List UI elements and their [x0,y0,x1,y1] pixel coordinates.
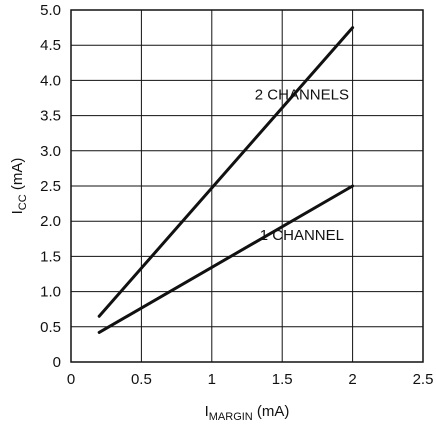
x-tick-label: 1 [208,371,216,388]
y-axis-label-subscript: CC [17,194,29,210]
x-tick-label: 2 [348,371,356,388]
x-axis-label-unit: (mA) [253,403,290,420]
plot-frame [70,9,424,363]
y-tick-label: 2.0 [40,213,61,230]
x-tick-label: 0.5 [131,371,152,388]
x-tick-labels: 0 0.5 1 1.5 2 2.5 [67,371,434,388]
y-tick-label: 4.5 [40,37,61,54]
series-line-1-channel [97,184,355,334]
y-tick-label: 0 [53,354,61,371]
y-tick-label: 4.0 [40,72,61,89]
y-tick-label: 1.0 [40,284,61,301]
x-axis-label-main: I [205,403,209,420]
series-annotation: 2 CHANNELS [255,86,349,103]
y-tick-label: 2.5 [40,178,61,195]
y-tick-label: 0.5 [40,319,61,336]
x-axis-label: IMARGIN (mA) [205,403,290,423]
x-tick-label: 2.5 [413,371,434,388]
y-tick-label: 1.5 [40,248,61,265]
x-tick-label: 1.5 [272,371,293,388]
annotations: 2 CHANNELS 1 CHANNEL [255,86,349,244]
x-axis-label-subscript: MARGIN [209,411,253,423]
y-tick-label: 5.0 [40,2,61,19]
grid [70,9,424,363]
y-tick-label: 3.5 [40,108,61,125]
y-tick-labels: 0 0.5 1.0 1.5 2.0 2.5 3.0 3.5 4.0 4.5 5.0 [40,2,61,371]
series-annotation: 1 CHANNEL [260,227,344,244]
series-line-2-channels [97,26,355,318]
x-tick-label: 0 [67,371,75,388]
series-group [97,26,355,334]
y-axis-label: ICC (mA) [9,158,29,215]
y-tick-label: 3.0 [40,143,61,160]
y-axis-label-unit: (mA) [9,158,26,195]
y-axis-label-main: I [9,210,26,214]
